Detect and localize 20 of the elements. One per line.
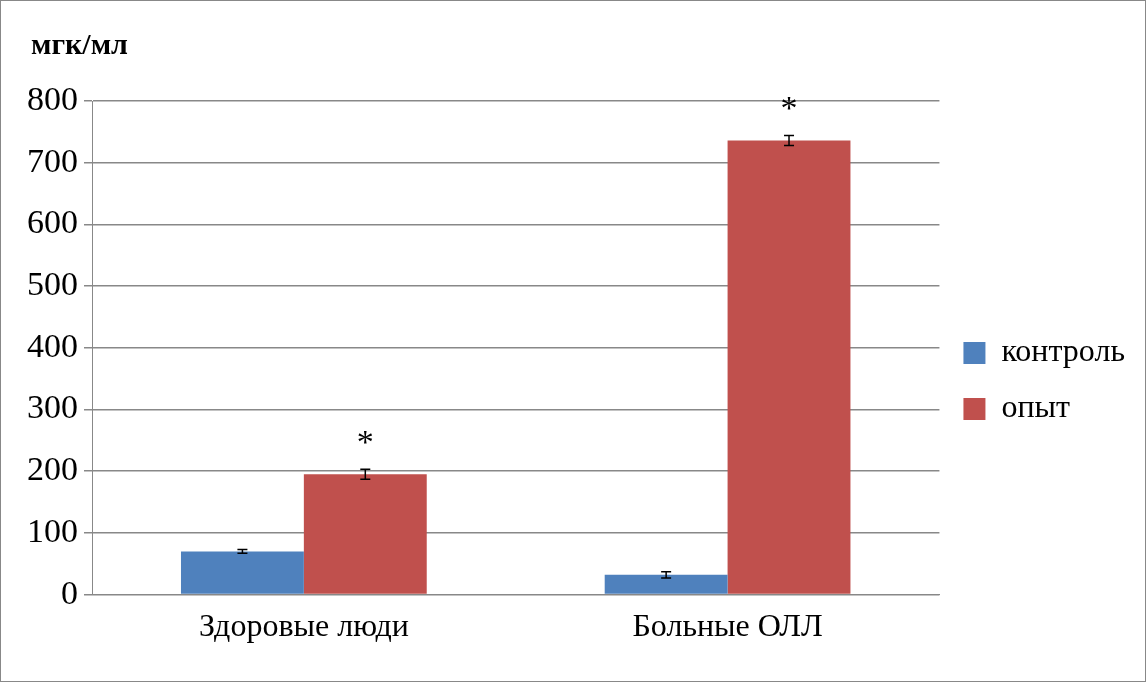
bar bbox=[180, 551, 304, 594]
bar bbox=[604, 574, 728, 594]
legend-label: контроль bbox=[1001, 332, 1125, 369]
x-tick-label: Больные ОЛЛ bbox=[632, 607, 823, 644]
y-tick-label: 600 bbox=[27, 203, 78, 241]
legend-label: опыт bbox=[1001, 388, 1071, 425]
y-axis-title: мгк/мл bbox=[31, 26, 129, 60]
annotation: * bbox=[780, 89, 798, 127]
y-tick-label: 500 bbox=[27, 265, 78, 303]
y-tick-label: 700 bbox=[27, 141, 78, 179]
y-tick-label: 100 bbox=[27, 511, 78, 549]
y-tick-label: 400 bbox=[27, 326, 78, 364]
bar bbox=[727, 140, 851, 594]
annotation: * bbox=[356, 423, 374, 461]
y-tick-label: 800 bbox=[27, 79, 78, 117]
x-tick-label: Здоровые люди bbox=[198, 607, 409, 644]
y-tick-label: 200 bbox=[27, 450, 78, 488]
y-tick-label: 300 bbox=[27, 388, 78, 426]
bar bbox=[303, 474, 427, 594]
y-tick-label: 0 bbox=[61, 573, 78, 611]
